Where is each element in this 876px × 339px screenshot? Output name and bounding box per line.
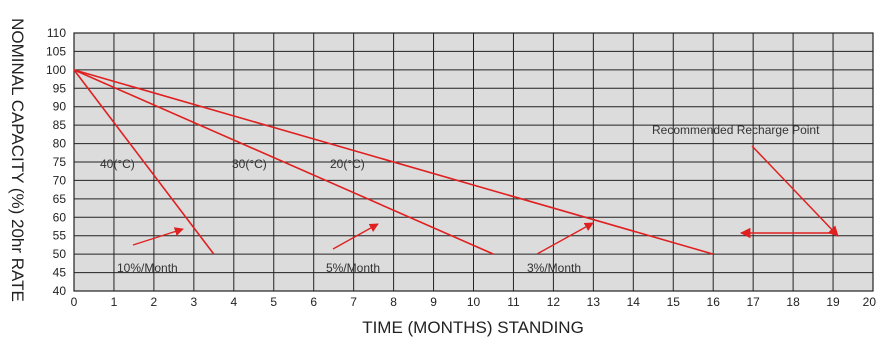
- x-tick-label: 6: [310, 295, 317, 309]
- y-tick-label: 55: [53, 229, 67, 243]
- y-tick-label: 85: [53, 118, 67, 132]
- series-line: [73, 69, 494, 255]
- rate-arrow-10: [132, 227, 184, 246]
- x-tick-label: 14: [627, 295, 641, 309]
- y-tick-label: 70: [53, 173, 67, 187]
- recharge-point-annotation: Recommended Recharge Point: [652, 123, 820, 137]
- rate-arrow-3: [536, 222, 594, 255]
- y-tick-label: 65: [53, 192, 67, 206]
- y-tick-label: 110: [47, 26, 66, 40]
- y-tick-label: 40: [53, 284, 67, 298]
- x-tick-label: 19: [826, 295, 840, 309]
- y-tick-label: 50: [53, 247, 67, 261]
- x-tick-labels: 0 1 2 3 4 5 6 7 8 9 10 11 12 13 14 15 16 17 18 19 20: [71, 295, 876, 309]
- y-tick-label: 60: [53, 210, 67, 224]
- series-lines: [73, 69, 714, 255]
- y-tick-label: 75: [53, 155, 67, 169]
- x-tick-label: 20: [863, 295, 876, 309]
- temperature-label: 30(°C): [232, 157, 267, 171]
- rate-label: 3%/Month: [527, 261, 581, 275]
- rate-label: 10%/Month: [117, 261, 178, 275]
- x-tick-label: 9: [430, 295, 437, 309]
- x-tick-label: 2: [151, 295, 158, 309]
- y-tick-label: 90: [53, 100, 67, 114]
- x-tick-label: 0: [71, 295, 78, 309]
- x-tick-label: 5: [270, 295, 277, 309]
- x-tick-label: 12: [547, 295, 561, 309]
- y-tick-label: 95: [53, 81, 67, 95]
- x-tick-label: 18: [786, 295, 800, 309]
- series-line: [73, 69, 215, 255]
- temperature-label: 20(°C): [330, 157, 365, 171]
- x-tick-label: 1: [111, 295, 118, 309]
- rate-label: 5%/Month: [326, 261, 380, 275]
- x-tick-label: 8: [390, 295, 397, 309]
- x-tick-label: 17: [746, 295, 760, 309]
- y-tick-label: 105: [46, 44, 66, 58]
- grid-lines: [73, 32, 874, 292]
- x-tick-label: 10: [467, 295, 481, 309]
- y-tick-label: 80: [53, 137, 67, 151]
- y-axis-title: NOMINAL CAPACITY (%) 20hr RATE: [8, 18, 27, 302]
- x-tick-label: 3: [191, 295, 198, 309]
- x-tick-label: 15: [667, 295, 681, 309]
- temperature-label: 40(°C): [100, 157, 135, 171]
- x-tick-label: 11: [507, 295, 520, 309]
- x-tick-label: 4: [230, 295, 237, 309]
- x-tick-label: 13: [587, 295, 601, 309]
- recharge-arrow-diagonal: [751, 145, 839, 237]
- x-tick-label: 16: [707, 295, 721, 309]
- x-tick-label: 7: [350, 295, 357, 309]
- y-tick-labels: 40 45 50 55 60 65 70 75 80 85 90 95 100 105 110: [46, 26, 66, 298]
- y-tick-label: 100: [46, 63, 66, 77]
- y-tick-label: 45: [53, 266, 67, 280]
- series-line: [73, 69, 714, 255]
- rate-arrow-5: [332, 223, 379, 250]
- series-labels: 40(°C) 10%/Month 30(°C) 5%/Month 20(°C) 3%/Mo…: [100, 157, 581, 275]
- x-axis-title: TIME (MONTHS) STANDING: [362, 318, 584, 337]
